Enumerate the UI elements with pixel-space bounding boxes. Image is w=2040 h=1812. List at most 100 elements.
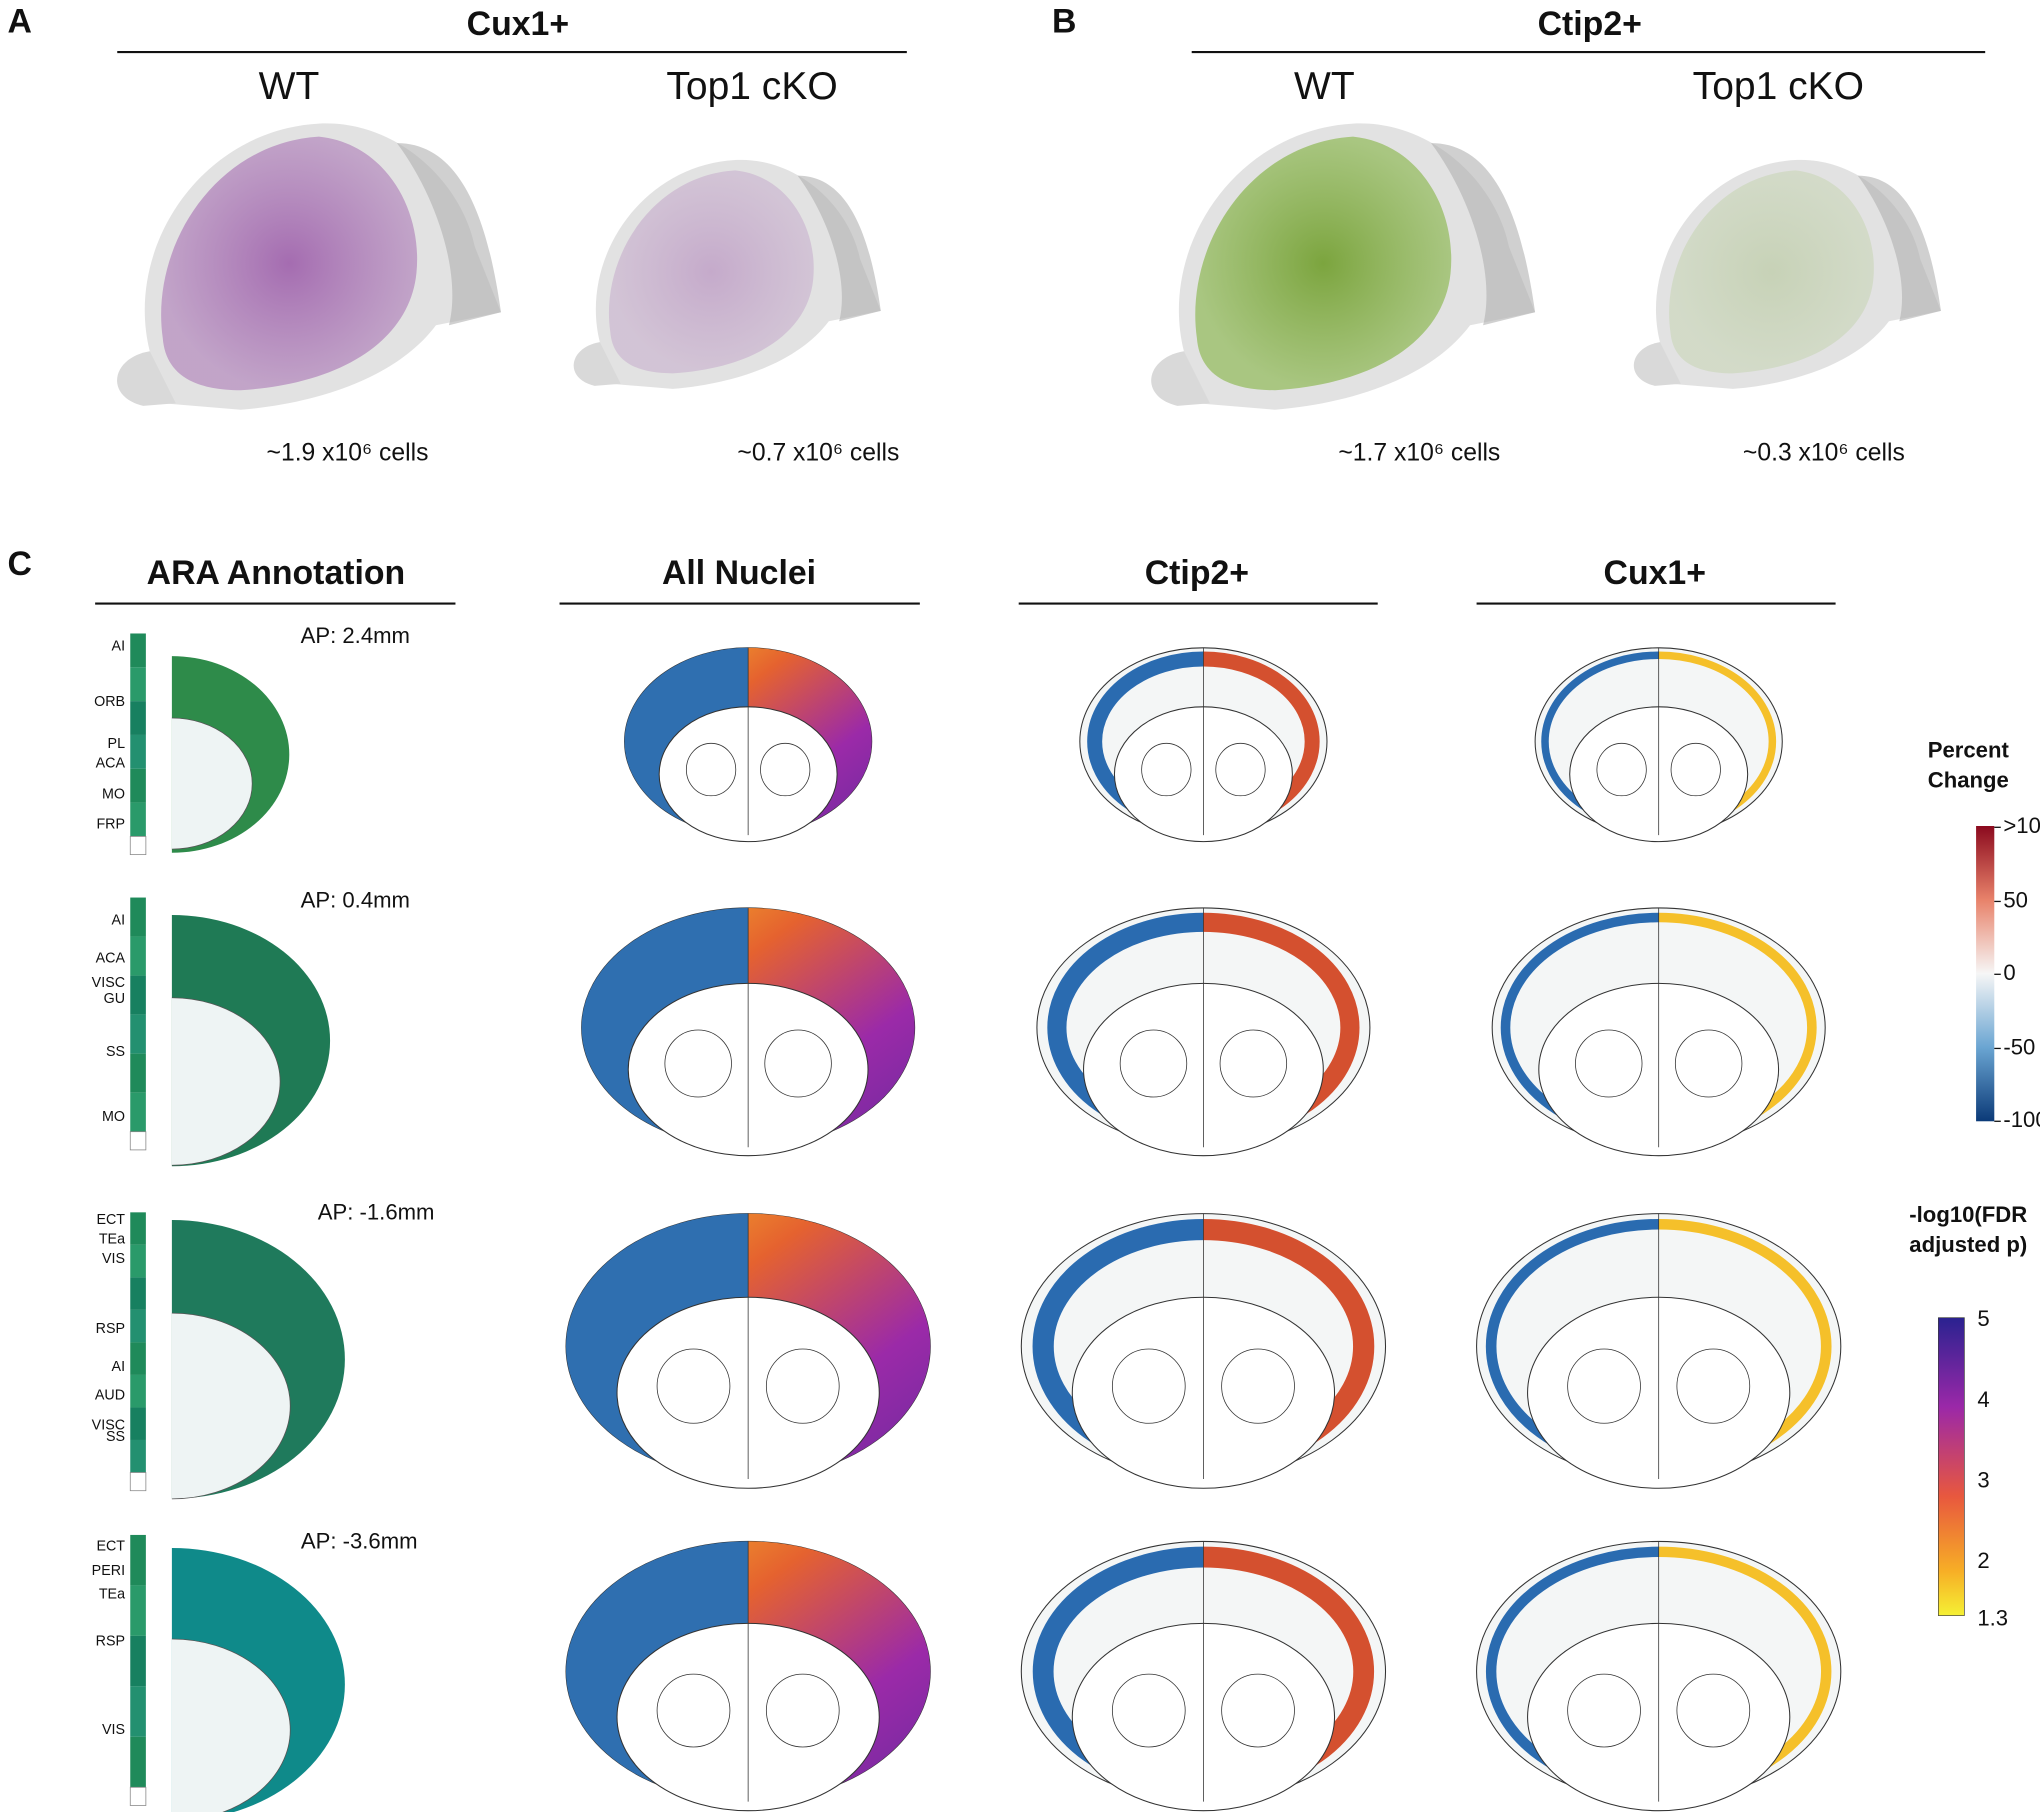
- colorbar-percent: [1976, 826, 1995, 1122]
- region-strip: [130, 633, 146, 668]
- ventricle: [1221, 1348, 1295, 1424]
- legend-title: adjusted p): [1909, 1232, 2027, 1257]
- layer-significance: [1203, 1546, 1375, 1797]
- region-label: AI: [112, 913, 126, 929]
- ap-label: AP: -1.6mm: [318, 1199, 435, 1224]
- ventricle: [1674, 1029, 1743, 1098]
- ventricle: [656, 1348, 731, 1424]
- panel-label: A: [7, 2, 31, 40]
- region-strip: [130, 701, 146, 735]
- region-strip: [130, 1342, 146, 1375]
- ara-inner: [171, 717, 253, 850]
- region-label: SS: [106, 1429, 125, 1445]
- region-strip: [130, 1374, 146, 1408]
- legend-tick: 0: [2003, 960, 2015, 985]
- cortex-signal: [161, 136, 418, 391]
- region-label: RSP: [96, 1321, 125, 1337]
- ventricle: [1676, 1348, 1751, 1424]
- region-strip: [130, 1686, 146, 1737]
- layer-significance: [1658, 651, 1777, 832]
- ventricle: [1575, 1029, 1643, 1098]
- region-label: ECT: [96, 1212, 125, 1228]
- cell-count: ~0.7 x10⁶ cells: [737, 440, 899, 467]
- layer-significance: [1658, 1218, 1832, 1474]
- legend-title: Percent: [1928, 738, 2010, 763]
- region-strip: [130, 1277, 146, 1310]
- legend-tick: 5: [1977, 1306, 1989, 1331]
- region-strip: [130, 1092, 146, 1132]
- legend-tick: >100: [2003, 813, 2040, 838]
- region-strip: [130, 1407, 146, 1440]
- legend-tick: 2: [1977, 1548, 1989, 1573]
- cortex-signal: [608, 170, 814, 374]
- ventricle: [1111, 1673, 1186, 1748]
- ventricle: [1215, 742, 1266, 797]
- region-strip: [130, 1053, 146, 1093]
- region-label: RSP: [96, 1633, 125, 1649]
- olfactory: [1151, 351, 1210, 406]
- cerebellum: [1431, 143, 1536, 326]
- brain-3d: [1151, 123, 1536, 410]
- ventricle: [1567, 1348, 1641, 1424]
- ventricle: [1111, 1348, 1186, 1424]
- ventricle: [760, 742, 811, 797]
- cortex-signal: [1195, 136, 1452, 391]
- ventricle: [1219, 1029, 1288, 1098]
- ventricle: [764, 1029, 832, 1098]
- ventricle: [656, 1673, 731, 1748]
- legend-tick: 3: [1977, 1467, 1989, 1492]
- region-label: VIS: [102, 1722, 125, 1738]
- ventricle: [1670, 742, 1721, 797]
- ventricle: [1119, 1029, 1188, 1098]
- legend-tick: 50: [2003, 887, 2028, 912]
- region-label: VISC: [92, 1417, 125, 1433]
- region-strip: [130, 1585, 146, 1636]
- ventricle: [765, 1673, 840, 1748]
- region-label: PL: [108, 736, 126, 752]
- column-title: All Nuclei: [662, 554, 816, 592]
- region-strip: [130, 734, 146, 769]
- region-strip: [130, 1534, 146, 1586]
- cerebellum: [396, 143, 501, 326]
- ap-label: AP: -3.6mm: [301, 1529, 418, 1554]
- column-title: Cux1+: [1604, 554, 1706, 592]
- column-title: Ctip2+: [1145, 554, 1249, 592]
- ap-label: AP: 2.4mm: [301, 623, 410, 648]
- column-title: ARA Annotation: [147, 554, 406, 592]
- region-strip: [130, 768, 146, 803]
- layer-significance: [1658, 912, 1817, 1143]
- region-label: AI: [112, 638, 126, 654]
- condition-label: WT: [259, 65, 320, 108]
- region-label: ACA: [96, 950, 126, 966]
- ventricle: [685, 742, 737, 797]
- legend-title: -log10(FDR: [1909, 1202, 2027, 1227]
- brain-3d: [117, 123, 501, 410]
- ventricle: [1567, 1673, 1641, 1748]
- ventricle: [1596, 742, 1647, 797]
- region-strip: [130, 936, 146, 976]
- ventricle: [1676, 1673, 1751, 1748]
- region-label: AUD: [95, 1388, 125, 1404]
- region-label: MO: [102, 1109, 125, 1125]
- region-label: ECT: [96, 1538, 125, 1554]
- region-strip: [130, 1635, 146, 1687]
- ap-label: AP: 0.4mm: [301, 887, 410, 912]
- ventricle: [1141, 742, 1192, 797]
- region-strip: [130, 667, 146, 702]
- region-label: GU: [104, 991, 125, 1007]
- region-label: PERI: [92, 1563, 125, 1579]
- cell-count: ~0.3 x10⁶ cells: [1743, 440, 1905, 467]
- legend-title: Change: [1928, 768, 2009, 793]
- olfactory: [573, 342, 621, 386]
- panel-label: B: [1052, 2, 1076, 40]
- ara-inner: [171, 997, 281, 1166]
- ventricle: [765, 1348, 840, 1424]
- condition-label: Top1 cKO: [666, 65, 837, 108]
- ara-inner: [171, 1638, 291, 1812]
- region-label: ORB: [94, 694, 125, 710]
- region-strip: [130, 1309, 146, 1343]
- colorbar-fdr: [1938, 1317, 1965, 1616]
- panel-label: C: [7, 545, 31, 583]
- layer-decrease: [1087, 651, 1204, 832]
